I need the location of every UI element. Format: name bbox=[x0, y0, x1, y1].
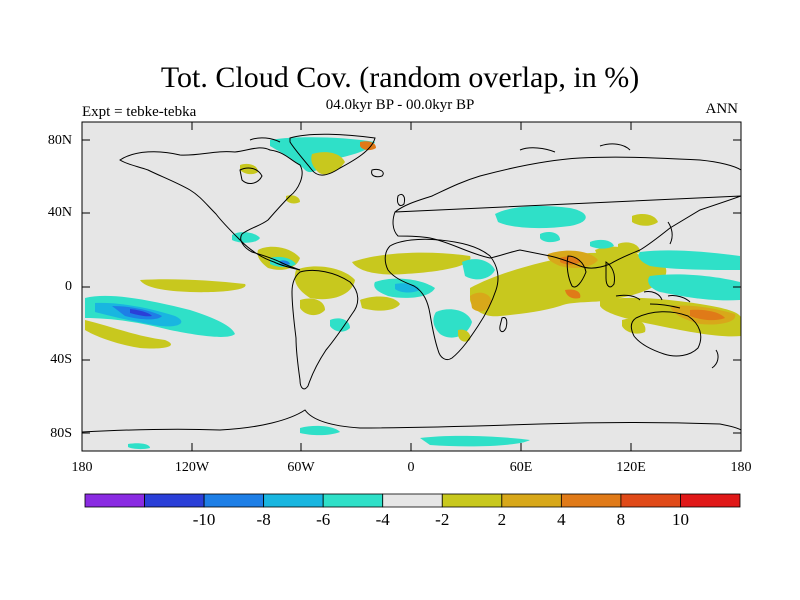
coastline-uk bbox=[397, 193, 405, 207]
anomaly-region bbox=[590, 239, 614, 249]
colorbar-swatch bbox=[560, 493, 622, 508]
coastline-greenland bbox=[289, 133, 376, 176]
anomaly-region bbox=[470, 292, 492, 312]
lon-label-60e: 60E bbox=[509, 460, 533, 475]
anomaly-region bbox=[240, 163, 258, 175]
anomaly-region bbox=[130, 309, 152, 317]
lat-label-80s: 80S bbox=[50, 426, 72, 441]
coastline-new-zealand bbox=[711, 349, 719, 369]
colorbar-swatch bbox=[382, 493, 443, 508]
coastline-eurasia bbox=[392, 156, 741, 269]
anomaly-region bbox=[352, 252, 471, 275]
anomaly-region bbox=[470, 252, 667, 317]
colorbar-tick-label: 10 bbox=[671, 510, 689, 529]
anomaly-region bbox=[632, 214, 658, 226]
anomaly-region bbox=[618, 242, 640, 255]
season-label: ANN bbox=[705, 101, 739, 117]
colorbar bbox=[84, 493, 741, 508]
anomaly-region bbox=[360, 141, 376, 151]
map-subtitle: 04.0kyr BP - 00.0kyr BP bbox=[325, 97, 475, 113]
colorbar-swatch bbox=[501, 493, 562, 508]
anomaly-region bbox=[458, 329, 471, 342]
colorbar-swatch bbox=[144, 493, 205, 508]
colorbar-tick-label: 4 bbox=[557, 510, 566, 529]
lon-label-180w: 180 bbox=[71, 460, 93, 475]
anomaly-region bbox=[690, 309, 725, 321]
coastline-japan bbox=[667, 221, 673, 245]
colorbar-tick-label: -4 bbox=[375, 510, 390, 529]
colorbar-swatch bbox=[263, 493, 324, 508]
coastline-africa bbox=[384, 238, 499, 361]
colorbar-tick-label: -2 bbox=[435, 510, 450, 529]
anomaly-field bbox=[85, 137, 741, 450]
coastline-se-asia bbox=[605, 261, 615, 288]
colorbar-swatch bbox=[322, 493, 384, 508]
anomaly-region bbox=[330, 318, 350, 332]
anomaly-region bbox=[648, 274, 740, 301]
lon-label-120w: 120W bbox=[174, 460, 210, 475]
anomaly-region bbox=[565, 289, 581, 299]
anomaly-region bbox=[85, 320, 171, 349]
lon-ticks bbox=[191, 122, 632, 451]
anomaly-region bbox=[540, 232, 560, 243]
anomaly-region bbox=[560, 256, 580, 265]
anomaly-region bbox=[495, 206, 586, 229]
coastline-antarctica bbox=[82, 409, 741, 433]
coastline-iceland bbox=[371, 169, 384, 178]
anomaly-region bbox=[360, 296, 400, 311]
map-title: Tot. Cloud Cov. (random overlap, in %) bbox=[160, 61, 640, 94]
colorbar-swatch bbox=[84, 493, 145, 508]
anomaly-region bbox=[140, 279, 246, 293]
lat-label-0: 0 bbox=[65, 279, 72, 294]
anomaly-region bbox=[280, 260, 290, 266]
anomaly-region bbox=[300, 298, 325, 316]
lon-label-60w: 60W bbox=[287, 460, 315, 475]
colorbar-tick-label: 8 bbox=[616, 510, 626, 529]
coastline-hudson-bay bbox=[239, 167, 263, 184]
anomaly-region bbox=[232, 232, 260, 243]
colorbar-tick-label: -8 bbox=[256, 510, 271, 529]
lon-label-0: 0 bbox=[407, 460, 415, 475]
colorbar-tick-label: -6 bbox=[316, 510, 331, 529]
anomaly-region bbox=[311, 152, 345, 175]
coastline-arctic-islands bbox=[249, 137, 631, 153]
anomaly-region bbox=[638, 250, 740, 270]
anomaly-region bbox=[286, 195, 300, 204]
lon-label-180e: 180 bbox=[730, 460, 752, 475]
colorbar-tick-label: -10 bbox=[192, 510, 216, 529]
experiment-label: Expt = tebke-tebka bbox=[82, 104, 197, 120]
lon-label-120e: 120E bbox=[616, 460, 646, 475]
anomaly-region bbox=[294, 266, 355, 300]
lat-ticks bbox=[82, 139, 741, 434]
colorbar-tick-label: 2 bbox=[497, 510, 507, 529]
anomaly-region bbox=[300, 425, 340, 436]
lat-label-80n: 80N bbox=[47, 133, 72, 148]
coastline-south-america bbox=[291, 269, 359, 390]
colorbar-swatch bbox=[203, 493, 265, 508]
coastlines bbox=[82, 133, 741, 433]
colorbar-swatch bbox=[620, 493, 681, 508]
anomaly-region bbox=[622, 318, 646, 334]
lat-label-40n: 40N bbox=[47, 205, 72, 220]
anomaly-region bbox=[462, 259, 495, 280]
anomaly-region bbox=[420, 435, 530, 447]
coastline-australia bbox=[630, 311, 702, 357]
coastline-indonesia bbox=[615, 291, 691, 309]
colorbar-swatch bbox=[680, 493, 741, 508]
colorbar-swatch bbox=[441, 493, 503, 508]
anomaly-region bbox=[128, 443, 150, 450]
coastline-madagascar bbox=[499, 317, 508, 333]
coastline-india bbox=[566, 255, 587, 288]
coastline-north-america bbox=[119, 147, 303, 271]
lat-label-40s: 40S bbox=[50, 352, 72, 367]
